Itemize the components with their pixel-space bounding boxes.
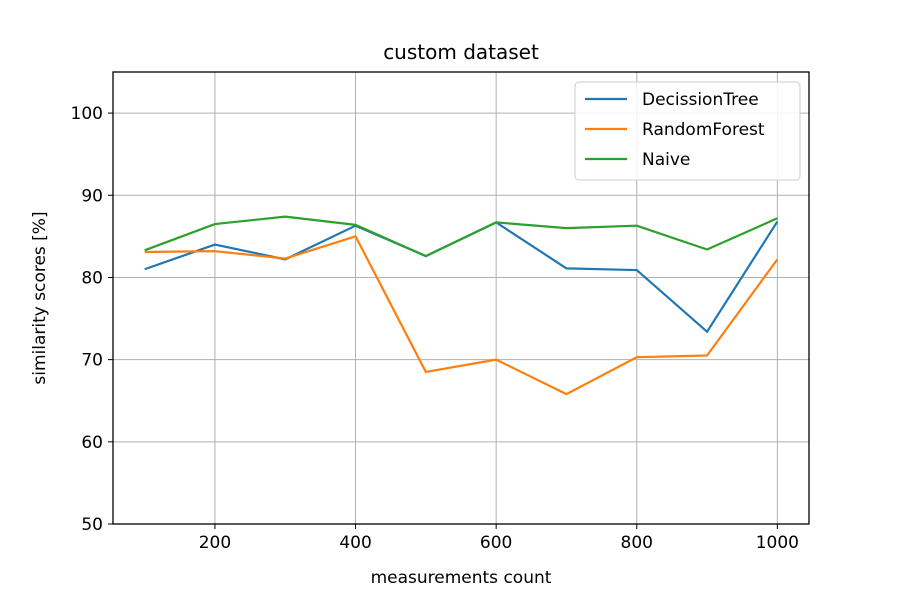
y-tick-label: 100: [71, 104, 103, 124]
x-axis-label: measurements count: [371, 568, 552, 588]
x-tick-label: 600: [480, 533, 512, 553]
y-tick-label: 90: [81, 186, 103, 206]
legend-label: DecissionTree: [642, 90, 759, 110]
legend: DecissionTree RandomForest Naive: [574, 81, 801, 181]
y-tick-label: 50: [81, 515, 103, 535]
x-tick-label: 800: [621, 533, 653, 553]
x-tick-label: 1000: [756, 533, 799, 553]
x-tick-label: 200: [199, 533, 231, 553]
legend-label: RandomForest: [642, 120, 765, 140]
series-line-randomforest: [144, 235, 779, 396]
axis-ticks: 200 400 600 800 1000 50 60 70 80 90 100: [71, 104, 799, 553]
legend-label: Naive: [642, 150, 690, 170]
y-tick-label: 70: [81, 351, 103, 371]
plot-lines: [144, 215, 779, 396]
series-line-naive: [144, 215, 778, 258]
y-tick-label: 60: [81, 433, 103, 453]
x-tick-label: 400: [339, 533, 371, 553]
plot-frame: [112, 71, 810, 525]
legend-box: [574, 81, 801, 181]
y-tick-label: 80: [81, 268, 103, 288]
chart-title: custom dataset: [383, 40, 539, 64]
y-axis-label: similarity scores [%]: [30, 211, 50, 384]
